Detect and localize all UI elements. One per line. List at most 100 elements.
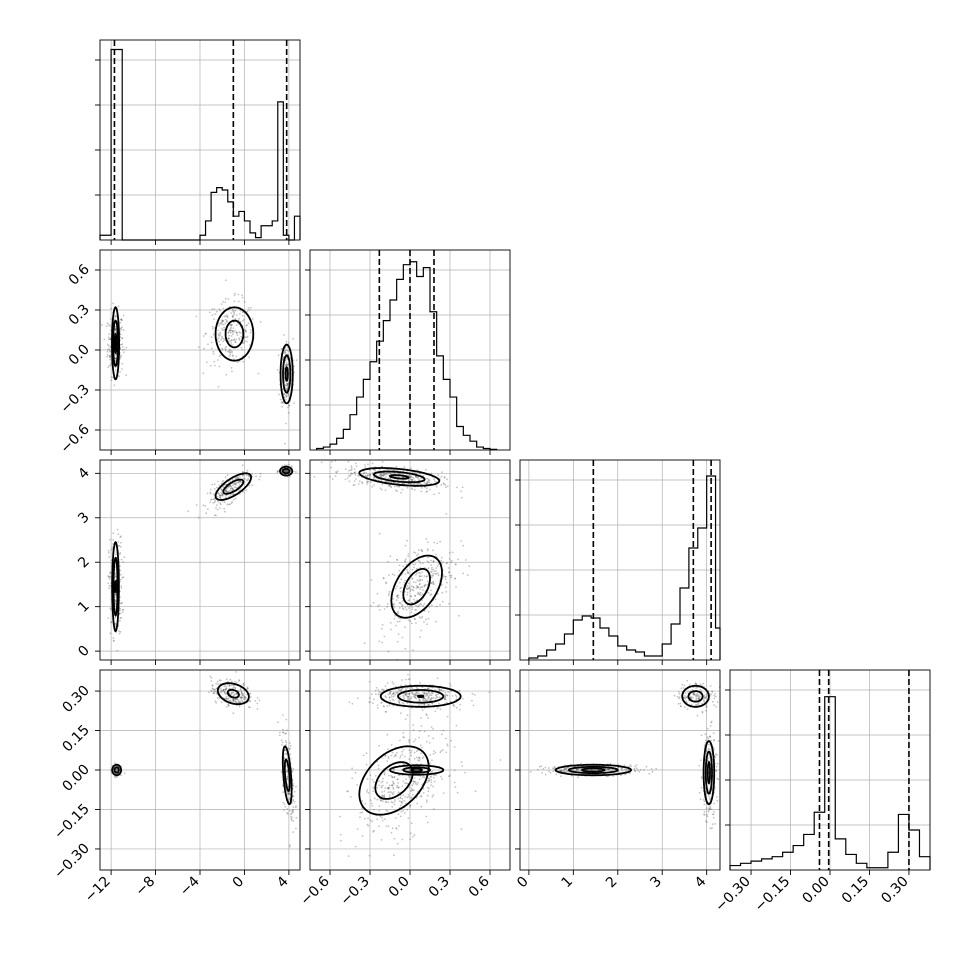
sample-point	[224, 339, 226, 341]
sample-point	[415, 782, 417, 785]
sample-point	[429, 776, 432, 778]
sample-point	[292, 767, 295, 770]
sample-point	[366, 778, 369, 780]
sample-point	[425, 482, 427, 485]
x-tick-label: −0.15	[752, 874, 794, 916]
sample-point	[412, 581, 415, 584]
sample-point	[442, 574, 445, 576]
sample-point	[419, 588, 421, 590]
sample-point	[415, 691, 417, 694]
sample-point	[413, 483, 416, 485]
sample-point	[446, 694, 448, 697]
sample-point	[108, 576, 110, 579]
sample-point	[119, 370, 121, 373]
sample-point	[114, 622, 117, 625]
sample-point	[228, 351, 231, 354]
sample-point	[239, 696, 242, 699]
sample-point	[223, 507, 226, 510]
sample-point	[436, 542, 439, 545]
sample-point	[678, 696, 681, 699]
sample-point	[219, 309, 222, 312]
sample-point	[285, 382, 288, 385]
sample-point	[224, 688, 227, 691]
sample-point	[378, 640, 381, 643]
sample-point	[438, 702, 440, 705]
sample-point	[698, 695, 700, 697]
sample-point	[231, 680, 233, 683]
sample-point	[432, 572, 435, 575]
sample-point	[365, 471, 368, 474]
sample-point	[106, 350, 109, 353]
sample-point	[448, 774, 451, 777]
sample-point	[334, 475, 337, 477]
sample-point	[432, 560, 435, 563]
sample-point	[414, 609, 417, 611]
sample-point	[244, 330, 247, 333]
sample-point	[413, 834, 416, 836]
sample-point	[108, 364, 111, 367]
sample-point	[222, 689, 225, 692]
sample-point	[339, 815, 341, 818]
sample-point	[388, 696, 391, 699]
sample-point	[420, 548, 423, 551]
sample-point	[240, 689, 242, 692]
sample-point	[234, 330, 237, 332]
sample-point	[420, 717, 422, 719]
sample-point	[114, 326, 117, 328]
sample-point	[212, 493, 215, 495]
sample-point	[711, 700, 714, 703]
sample-point	[385, 582, 388, 585]
sample-point	[217, 359, 219, 361]
sample-point	[419, 591, 422, 594]
sample-point	[112, 639, 115, 642]
sample-point	[708, 743, 710, 746]
sample-point	[435, 694, 437, 697]
sample-point	[442, 482, 445, 485]
sample-point	[106, 355, 108, 358]
sample-point	[716, 777, 718, 780]
sample-point	[230, 324, 232, 327]
sample-point	[241, 464, 244, 467]
sample-point	[290, 813, 292, 815]
sample-point	[623, 764, 626, 767]
sample-point	[716, 796, 718, 798]
sample-point	[706, 813, 708, 816]
sample-point	[289, 815, 292, 818]
sample-point	[408, 738, 411, 741]
sample-point	[350, 465, 353, 468]
sample-point	[629, 772, 631, 775]
sample-point	[430, 697, 433, 700]
sample-point	[697, 703, 700, 706]
sample-point	[409, 478, 412, 480]
sample-point	[428, 779, 431, 782]
sample-point	[435, 553, 437, 556]
sample-point	[379, 474, 382, 477]
panel-frame-2-2	[519, 459, 721, 661]
sample-point	[407, 571, 409, 574]
sample-point	[576, 768, 579, 771]
sample-point	[416, 592, 419, 595]
sample-point	[344, 478, 347, 481]
sample-point	[564, 771, 567, 773]
sample-point	[413, 780, 415, 783]
sample-point	[420, 725, 423, 727]
sample-point	[702, 798, 705, 801]
sample-point	[418, 583, 421, 586]
x-tick-label: −0.6	[297, 873, 332, 908]
sample-point	[286, 729, 288, 732]
sample-point	[237, 293, 240, 296]
sample-point	[416, 586, 419, 588]
sample-point	[715, 770, 718, 773]
sample-point	[230, 324, 232, 327]
sample-point	[227, 331, 230, 334]
sample-point	[113, 384, 116, 387]
sample-point	[211, 325, 214, 328]
sample-point	[109, 632, 112, 635]
sample-point	[425, 801, 428, 803]
sample-point	[445, 562, 448, 565]
sample-point	[279, 731, 281, 734]
sample-point	[617, 766, 619, 769]
sample-point	[395, 685, 397, 688]
sample-point	[376, 605, 379, 608]
sample-point	[420, 703, 422, 705]
